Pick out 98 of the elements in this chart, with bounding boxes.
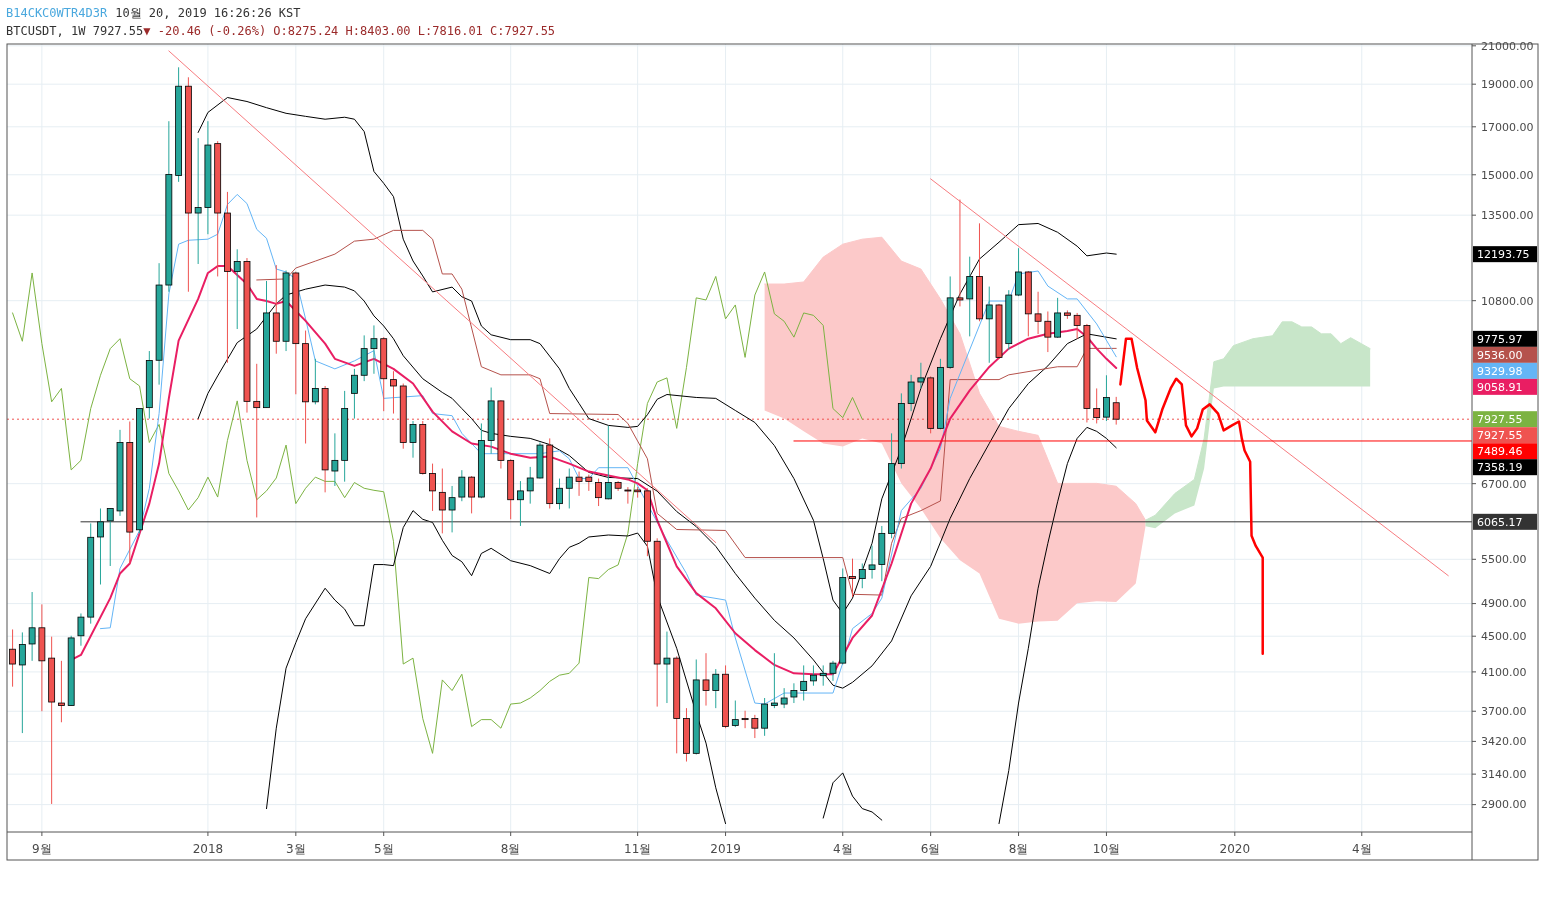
candlestick	[468, 475, 476, 514]
candlestick	[194, 137, 202, 265]
x-tick-label: 3월	[285, 842, 306, 856]
text: 9536.00	[1477, 348, 1523, 362]
x-tick-label: 2020	[1219, 842, 1251, 856]
x-tick-label: 2018	[192, 842, 224, 856]
y-tick-label: 4900.00	[1481, 597, 1527, 611]
x-tick-label: 2019	[710, 842, 741, 856]
x-tick-label: 8월	[1008, 842, 1029, 856]
candlestick	[751, 714, 759, 739]
candlestick	[858, 563, 866, 589]
candlestick	[907, 374, 915, 412]
candlestick	[448, 485, 456, 533]
candlestick	[351, 368, 358, 420]
y-tick-label: 3140.00	[1481, 767, 1527, 781]
line-series	[99, 193, 1117, 705]
line-series	[12, 271, 863, 754]
candlestick	[741, 710, 749, 729]
text: 10월 20, 2019 16:26:26 KST	[115, 6, 301, 20]
y-tick-label: 21000.00	[1481, 39, 1534, 53]
y-tick-label: 2900.00	[1481, 798, 1527, 812]
ref-line-label: 7927.55	[1477, 429, 1523, 443]
candlestick	[311, 358, 319, 405]
candlestick	[829, 660, 837, 682]
chart-title: BTCUSDT, 1W 7927.55	[6, 24, 144, 38]
y-tick-label: 3700.00	[1481, 705, 1527, 719]
candlestick	[810, 664, 817, 687]
candlestick	[956, 199, 964, 307]
candlestick	[575, 471, 583, 497]
candlestick	[712, 668, 720, 709]
y-tick-label: 3420.00	[1481, 735, 1527, 749]
candlestick	[556, 478, 563, 510]
candlestick	[1034, 291, 1042, 335]
line-series	[256, 229, 1117, 596]
x-tick-label: 5월	[373, 842, 394, 856]
candlestick	[58, 660, 65, 723]
candlestick	[526, 466, 534, 505]
y-tick-label: 13500.00	[1481, 209, 1534, 223]
candlestick	[966, 256, 974, 337]
y-tick-label: 19000.00	[1481, 78, 1534, 92]
candlestick	[595, 478, 602, 507]
candlestick	[985, 286, 993, 364]
text: B14CKC0WTR4D3R	[6, 6, 108, 20]
y-tick-label: 15000.00	[1481, 168, 1534, 182]
y-tick-label: 17000.00	[1481, 120, 1534, 134]
x-tick-label: 9월	[32, 842, 52, 856]
text: 7927.55	[1477, 413, 1523, 427]
candlestick	[28, 591, 36, 662]
text: 7489.46	[1477, 445, 1523, 459]
candlestick	[458, 469, 466, 502]
text: 9058.91	[1477, 380, 1523, 394]
candlestick	[106, 507, 114, 567]
candlestick	[18, 631, 26, 734]
candlestick	[1103, 374, 1110, 422]
candlestick	[868, 545, 876, 580]
candlestick	[77, 612, 85, 647]
candlestick	[800, 664, 808, 702]
candlestick	[1073, 312, 1081, 340]
candlestick	[429, 463, 436, 512]
candlestick	[731, 700, 739, 728]
text: 9775.97	[1477, 332, 1523, 346]
y-tick-label: 4500.00	[1481, 630, 1527, 644]
x-tick-label: 4월	[832, 842, 853, 856]
text: 7358.19	[1477, 461, 1523, 475]
candlestick	[702, 652, 710, 707]
y-tick-label: 10800.00	[1481, 294, 1534, 308]
text: 6065.17	[1477, 515, 1523, 529]
y-tick-label: 5500.00	[1481, 553, 1527, 567]
candlestick	[409, 420, 417, 459]
candlestick	[849, 558, 856, 598]
candlestick	[917, 362, 925, 389]
candlestick	[565, 468, 573, 509]
candlestick	[390, 370, 397, 415]
candlestick	[97, 507, 104, 586]
candlestick	[438, 468, 446, 534]
candlestick	[9, 628, 16, 688]
candlestick	[770, 652, 778, 709]
chart-subtitle: ▼ -20.46 (-0.26%) O:8275.24 H:8403.00 L:7816.01 C:7927.55	[143, 24, 556, 38]
candlestick	[624, 486, 632, 505]
y-tick-label: 4100.00	[1481, 665, 1527, 679]
candlestick	[780, 687, 788, 709]
x-tick-label: 6월	[920, 842, 941, 856]
candlestick	[1044, 310, 1052, 353]
candlestick	[233, 248, 241, 330]
candlestick	[604, 425, 612, 500]
candlestick	[1015, 247, 1022, 297]
x-tick-label: 10월	[1092, 842, 1121, 856]
x-tick-label: 8월	[500, 842, 521, 856]
y-tick-label: 6700.00	[1481, 477, 1527, 491]
candlestick	[663, 631, 671, 704]
text: 12193.75	[1477, 248, 1530, 262]
candlestick	[370, 324, 378, 375]
x-tick-label: 4월	[1351, 842, 1372, 856]
candlestick	[790, 682, 798, 704]
candlestick	[331, 432, 339, 487]
x-tick-label: 11월	[624, 842, 652, 856]
candlestick	[517, 480, 524, 527]
text: 9329.98	[1477, 364, 1523, 378]
